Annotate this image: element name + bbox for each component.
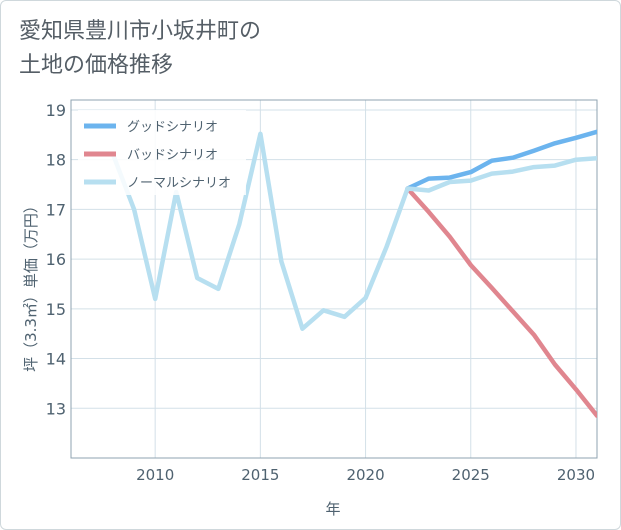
- plot-frame: [70, 99, 598, 459]
- y-tick-label: 17: [46, 200, 66, 219]
- x-tick-labels: 2010 2015 2020 2025 2030: [136, 466, 595, 484]
- chart-title-line-1: 愛知県豊川市小坂井町の: [19, 19, 262, 44]
- legend-label: グッドシナリオ: [127, 120, 218, 135]
- series-line-1: [405, 129, 597, 191]
- y-tick-label: 13: [46, 399, 66, 418]
- x-tick-label: 2020: [346, 466, 384, 484]
- chart-title-line-2: 土地の価格推移: [19, 53, 174, 78]
- y-tick-label: 14: [46, 350, 66, 369]
- series-line-2: [405, 186, 597, 418]
- x-tick-label: 2010: [136, 466, 174, 484]
- x-tick-label: 2025: [452, 466, 490, 484]
- x-tick-label: 2015: [241, 466, 279, 484]
- series-lines: [110, 129, 597, 418]
- y-tick-label: 16: [46, 250, 66, 269]
- y-tick-label: 18: [46, 151, 66, 170]
- y-tick-label: 15: [46, 300, 66, 319]
- legend-label: バッドシナリオ: [127, 148, 218, 163]
- y-tick-label: 19: [46, 101, 66, 120]
- series-line-3: [110, 131, 597, 331]
- y-tick-labels: 13 14 15 16 17 18 19: [46, 101, 66, 418]
- legend-label: ノーマルシナリオ: [127, 176, 231, 191]
- plot-border: [70, 99, 598, 459]
- y-axis-label: 坪（3.3㎡）単価（万円）: [22, 198, 40, 372]
- x-axis-label: 年: [325, 500, 340, 518]
- chart-title: 愛知県豊川市小坂井町の 土地の価格推移: [19, 15, 579, 83]
- x-tick-label: 2030: [557, 466, 595, 484]
